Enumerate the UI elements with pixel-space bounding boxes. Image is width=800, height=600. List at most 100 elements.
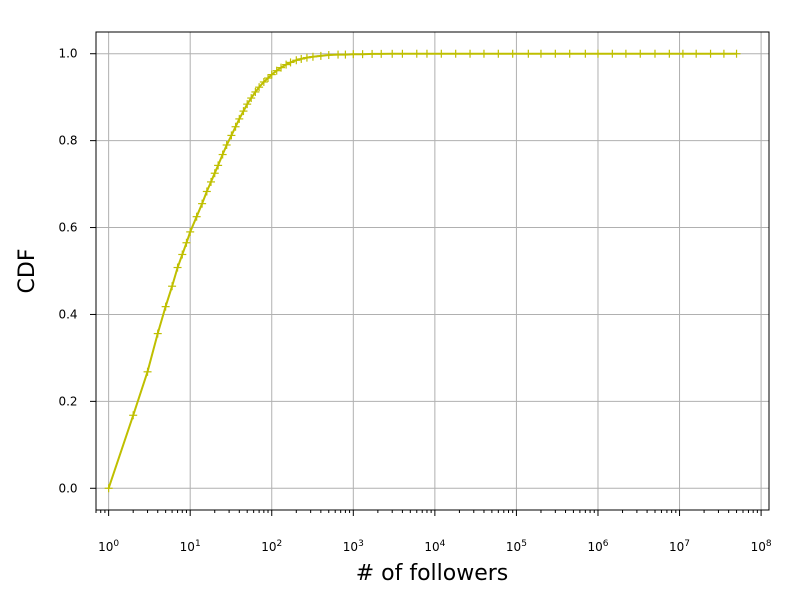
data-point bbox=[508, 49, 517, 58]
x-tick-exponent: 4 bbox=[440, 539, 446, 549]
data-point bbox=[551, 49, 560, 58]
x-tick-label: 107 bbox=[669, 539, 690, 554]
data-point bbox=[451, 49, 460, 58]
data-point bbox=[524, 49, 533, 58]
data-point bbox=[255, 83, 264, 92]
data-point bbox=[247, 94, 256, 103]
x-tick-base: 10 bbox=[424, 540, 439, 554]
data-point bbox=[608, 49, 617, 58]
data-point bbox=[494, 49, 503, 58]
x-tick-exponent: 2 bbox=[277, 539, 283, 549]
x-tick-base: 10 bbox=[343, 540, 358, 554]
data-point bbox=[173, 263, 182, 272]
data-point bbox=[243, 100, 252, 109]
data-point bbox=[349, 50, 358, 59]
x-tick-label: 101 bbox=[180, 539, 201, 554]
x-tick-exponent: 7 bbox=[684, 539, 690, 549]
data-point bbox=[282, 60, 291, 69]
data-point bbox=[316, 51, 325, 60]
data-point bbox=[235, 114, 244, 123]
y-tick-label: 0.4 bbox=[58, 307, 77, 321]
data-point bbox=[168, 282, 177, 291]
data-point bbox=[593, 49, 602, 58]
data-point bbox=[377, 49, 386, 58]
data-point bbox=[412, 49, 421, 58]
data-point bbox=[536, 49, 545, 58]
data-point bbox=[210, 169, 219, 178]
data-point bbox=[479, 49, 488, 58]
x-tick-base: 10 bbox=[587, 540, 602, 554]
x-tick-exponent: 1 bbox=[195, 539, 201, 549]
data-point bbox=[129, 411, 138, 420]
data-point bbox=[292, 56, 301, 65]
data-point bbox=[565, 49, 574, 58]
data-point bbox=[719, 49, 728, 58]
y-tick-label: 0.2 bbox=[58, 394, 77, 408]
x-tick-base: 10 bbox=[180, 540, 195, 554]
data-point bbox=[398, 49, 407, 58]
data-point bbox=[334, 50, 343, 59]
x-tick-label: 100 bbox=[98, 539, 119, 554]
data-point bbox=[251, 87, 260, 96]
x-tick-base: 10 bbox=[506, 540, 521, 554]
data-point bbox=[214, 161, 223, 170]
x-tick-label: 105 bbox=[506, 539, 527, 554]
series-layer bbox=[104, 49, 741, 493]
x-tick-label: 102 bbox=[261, 539, 282, 554]
data-point bbox=[272, 66, 281, 75]
data-point bbox=[104, 484, 113, 493]
data-point bbox=[259, 77, 268, 86]
data-point bbox=[277, 63, 286, 72]
data-point bbox=[341, 50, 350, 59]
data-point bbox=[732, 49, 741, 58]
data-point bbox=[692, 49, 701, 58]
x-axis-ticks: 100 101 102 103 104 105 106 107 108 bbox=[95, 510, 772, 554]
grid-lines bbox=[96, 32, 769, 510]
data-point bbox=[422, 49, 431, 58]
data-point bbox=[161, 302, 170, 311]
x-tick-exponent: 6 bbox=[603, 539, 609, 549]
x-tick-label: 106 bbox=[587, 539, 608, 554]
x-tick-base: 10 bbox=[669, 540, 684, 554]
data-point bbox=[264, 74, 273, 83]
x-tick-label: 103 bbox=[343, 539, 364, 554]
data-point bbox=[178, 250, 187, 259]
data-point bbox=[706, 49, 715, 58]
data-point bbox=[222, 140, 231, 149]
data-point bbox=[239, 107, 248, 116]
x-tick-label: 104 bbox=[424, 539, 445, 554]
data-point bbox=[198, 199, 207, 208]
x-tick-exponent: 0 bbox=[113, 539, 119, 549]
data-point bbox=[297, 54, 306, 63]
data-point bbox=[324, 51, 333, 60]
x-tick-exponent: 3 bbox=[358, 539, 364, 549]
y-tick-label: 1.0 bbox=[58, 47, 77, 61]
data-point bbox=[218, 150, 227, 159]
series-line bbox=[107, 52, 737, 489]
data-point bbox=[267, 70, 276, 79]
data-point bbox=[437, 49, 446, 58]
data-point bbox=[358, 50, 367, 59]
data-point bbox=[388, 49, 397, 58]
x-tick-label: 108 bbox=[751, 539, 772, 554]
data-point bbox=[143, 367, 152, 376]
data-point bbox=[286, 58, 295, 67]
data-point bbox=[621, 49, 630, 58]
plot-frame bbox=[95, 31, 770, 511]
y-axis-ticks: 0.0 0.2 0.4 0.6 0.8 1.0 bbox=[58, 47, 96, 495]
x-tick-base: 10 bbox=[751, 540, 766, 554]
data-point bbox=[192, 212, 201, 221]
data-point bbox=[302, 53, 311, 62]
data-point bbox=[581, 49, 590, 58]
data-point bbox=[665, 49, 674, 58]
x-tick-exponent: 8 bbox=[766, 539, 772, 549]
data-point bbox=[202, 187, 211, 196]
x-tick-base: 10 bbox=[98, 540, 113, 554]
data-point bbox=[231, 122, 240, 131]
x-axis-title: # of followers bbox=[356, 561, 509, 586]
x-tick-base: 10 bbox=[261, 540, 276, 554]
data-point bbox=[678, 49, 687, 58]
data-point bbox=[227, 131, 236, 140]
data-point bbox=[182, 238, 191, 247]
